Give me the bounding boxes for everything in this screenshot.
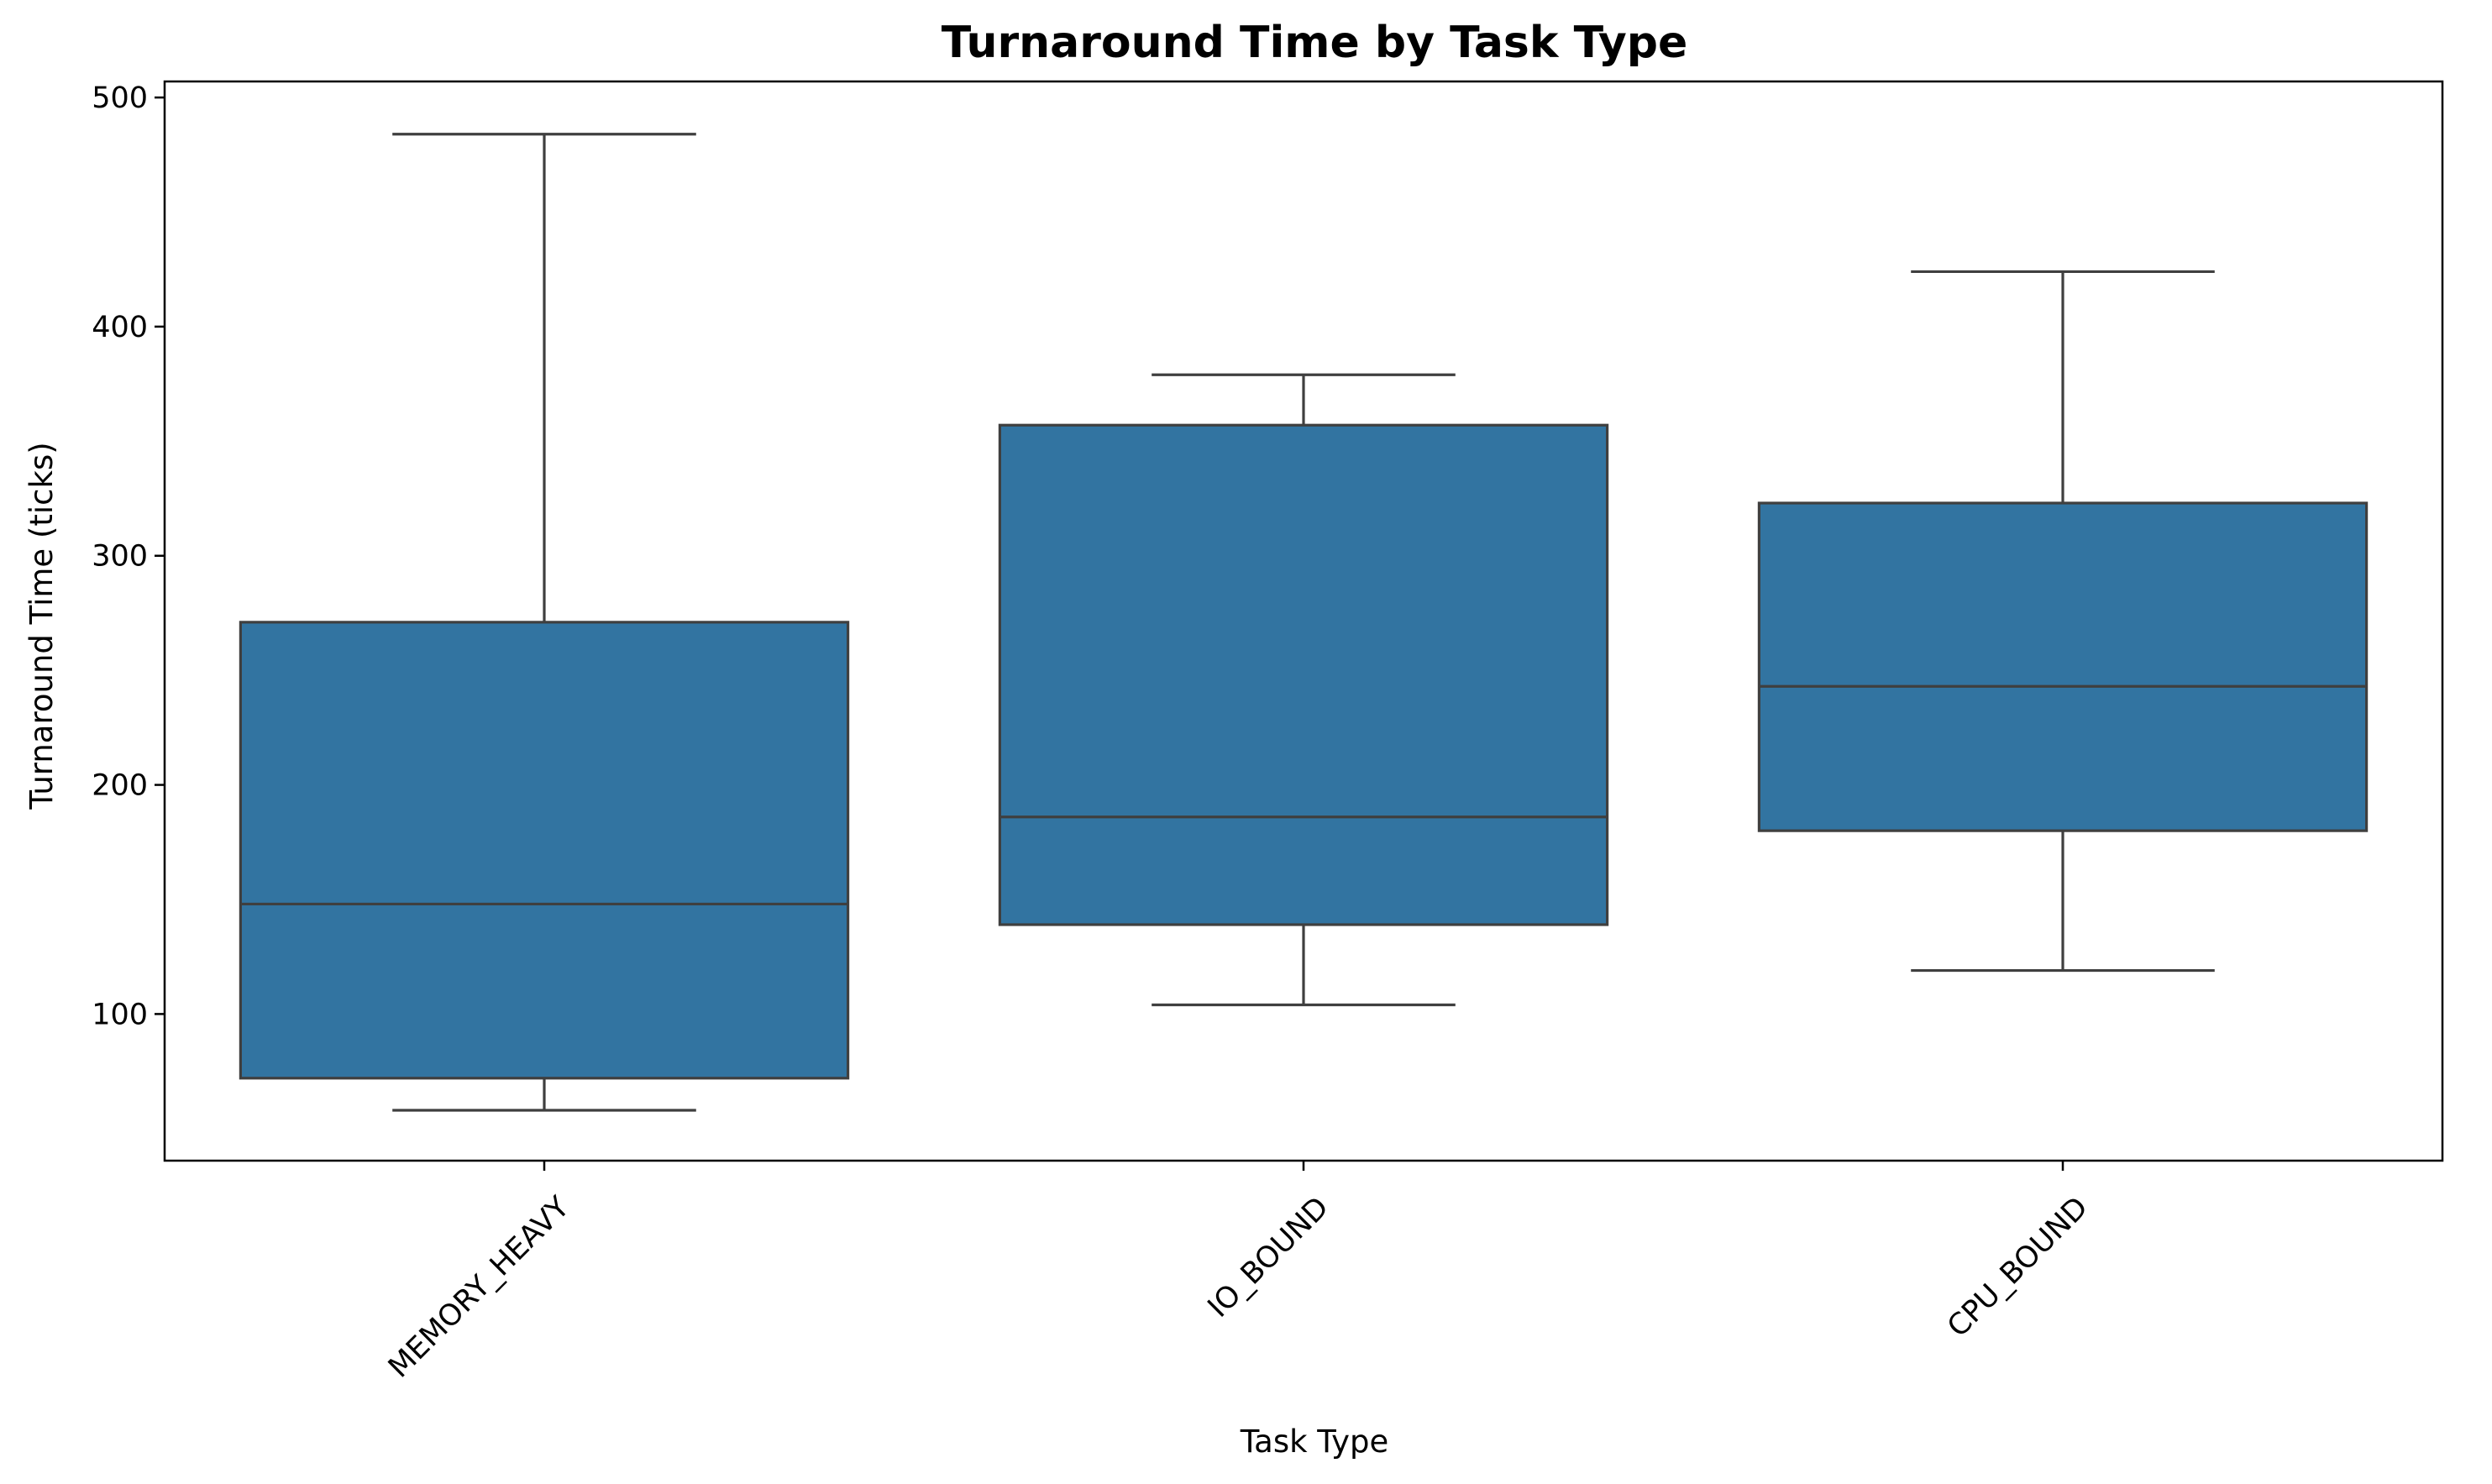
box-group: [239, 133, 850, 1112]
box: [998, 423, 1609, 926]
y-tick-label: 100: [92, 998, 148, 1031]
chart-title: Turnaround Time by Task Type: [942, 18, 1688, 68]
box: [239, 621, 850, 1080]
y-tick-label: 300: [92, 540, 148, 574]
y-axis: 100 200 300 400 500: [92, 81, 165, 1031]
box-group: [998, 373, 1609, 1007]
plot-area: [163, 80, 2444, 1162]
x-axis-label: Task Type: [1240, 1424, 1389, 1460]
y-axis-label: Turnaround Time (ticks): [24, 442, 60, 810]
box-group: [1757, 270, 2369, 973]
y-tick-label: 400: [92, 311, 148, 344]
y-tick-label: 200: [92, 769, 148, 803]
y-tick-label: 500: [92, 81, 148, 115]
box: [1757, 501, 2369, 832]
